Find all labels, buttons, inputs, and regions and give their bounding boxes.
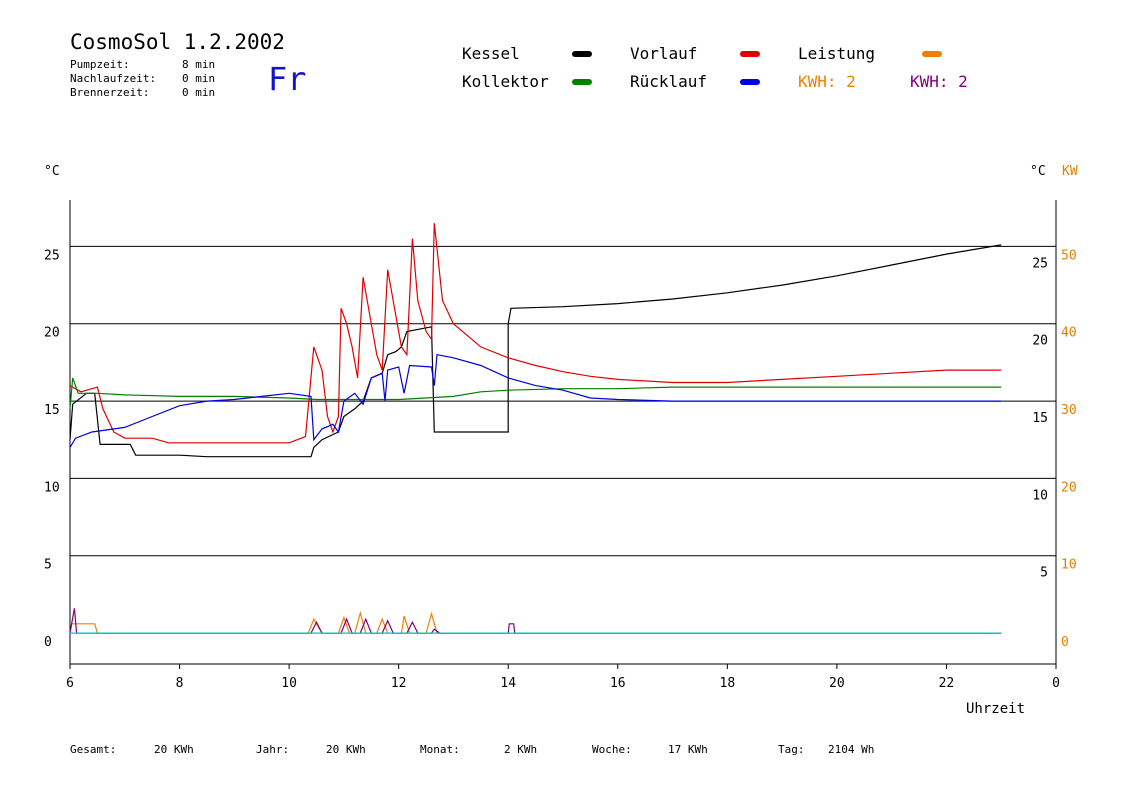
legend-swatch-kessel	[572, 51, 592, 57]
y-tick-label-right-temp: 25	[1032, 256, 1048, 271]
footer-label-tag: Tag:	[778, 743, 805, 756]
stat-value-pumpzeit: 8 min	[182, 58, 216, 71]
y-tick-label-right-temp: 20	[1032, 334, 1048, 349]
x-tick-label: 0	[1052, 676, 1060, 691]
y-tick-label-right-kw: 0	[1061, 635, 1069, 650]
stat-label-pumpzeit: Pumpzeit:	[70, 58, 130, 71]
weekday-label: Fr	[268, 60, 307, 98]
y-tick-label-right-temp: 10	[1032, 488, 1048, 503]
stat-value-brennerzeit: 0 min	[182, 86, 216, 99]
y-tick-label-right-kw: 40	[1061, 326, 1077, 341]
x-axis-label: Uhrzeit	[966, 701, 1026, 717]
x-tick-label: 10	[281, 676, 297, 691]
y-tick-label-left: 5	[44, 558, 52, 573]
y-tick-label-left: 0	[44, 635, 52, 650]
legend-swatch-ruecklauf	[740, 79, 760, 85]
legend-label-leistung: Leistung	[798, 44, 876, 63]
y-tick-label-right-kw: 10	[1061, 558, 1077, 573]
x-tick-label: 18	[720, 676, 736, 691]
legend-swatch-leistung	[922, 51, 942, 57]
legend-kwh-orange: KWH: 2	[798, 72, 856, 91]
x-tick-label: 12	[391, 676, 407, 691]
x-tick-label: 20	[829, 676, 845, 691]
stat-label-brennerzeit: Brennerzeit:	[70, 86, 150, 99]
footer-value-jahr: 20 KWh	[326, 743, 366, 756]
y-tick-label-left: 15	[44, 403, 60, 418]
legend-swatch-kollektor	[572, 79, 592, 85]
right-axis-unit-kw: KW	[1062, 164, 1078, 179]
footer-value-tag: 2104 Wh	[828, 743, 875, 756]
y-tick-label-right-temp: 15	[1032, 411, 1048, 426]
footer-value-gesamt: 20 KWh	[154, 743, 194, 756]
stat-label-nachlaufzeit: Nachlaufzeit:	[70, 72, 157, 85]
y-tick-label-left: 20	[44, 326, 60, 341]
footer-label-jahr: Jahr:	[256, 743, 290, 756]
footer-label-woche: Woche:	[592, 743, 632, 756]
stat-value-nachlaufzeit: 0 min	[182, 72, 216, 85]
footer-value-woche: 17 KWh	[668, 743, 708, 756]
footer-value-monat: 2 KWh	[504, 743, 538, 756]
legend-label-vorlauf: Vorlauf	[630, 44, 698, 63]
left-axis-unit: °C	[44, 164, 60, 179]
x-tick-label: 6	[66, 676, 74, 691]
legend-swatch-vorlauf	[740, 51, 760, 57]
footer-label-monat: Monat:	[420, 743, 460, 756]
y-tick-label-right-kw: 20	[1061, 480, 1077, 495]
y-tick-label-left: 10	[44, 480, 60, 495]
y-tick-label-right-kw: 50	[1061, 248, 1077, 263]
footer-label-gesamt: Gesamt:	[70, 743, 117, 756]
x-tick-label: 22	[939, 676, 955, 691]
series-line-kollektor	[69, 377, 1002, 409]
x-tick-label: 8	[176, 676, 184, 691]
legend-label-ruecklauf: Rücklauf	[630, 72, 708, 91]
x-tick-label: 14	[500, 676, 516, 691]
legend-label-kollektor: Kollektor	[462, 72, 549, 91]
series-line-vorlauf	[69, 223, 1002, 444]
legend-kwh-purple: KWH: 2	[910, 72, 968, 91]
y-tick-label-right-kw: 30	[1061, 403, 1077, 418]
series-line-r-cklauf	[69, 353, 1002, 448]
series-line-kwh2	[69, 608, 1002, 634]
app-title: CosmoSol 1.2.2002	[70, 30, 285, 54]
y-tick-label-right-temp: 5	[1040, 566, 1048, 581]
y-tick-label-left: 25	[44, 248, 60, 263]
x-tick-label: 16	[610, 676, 626, 691]
series-line-kessel	[69, 244, 1002, 458]
right-axis-unit-temp: °C	[1030, 164, 1046, 179]
series-line-leistung	[70, 610, 1002, 634]
legend-label-kessel: Kessel	[462, 44, 520, 63]
